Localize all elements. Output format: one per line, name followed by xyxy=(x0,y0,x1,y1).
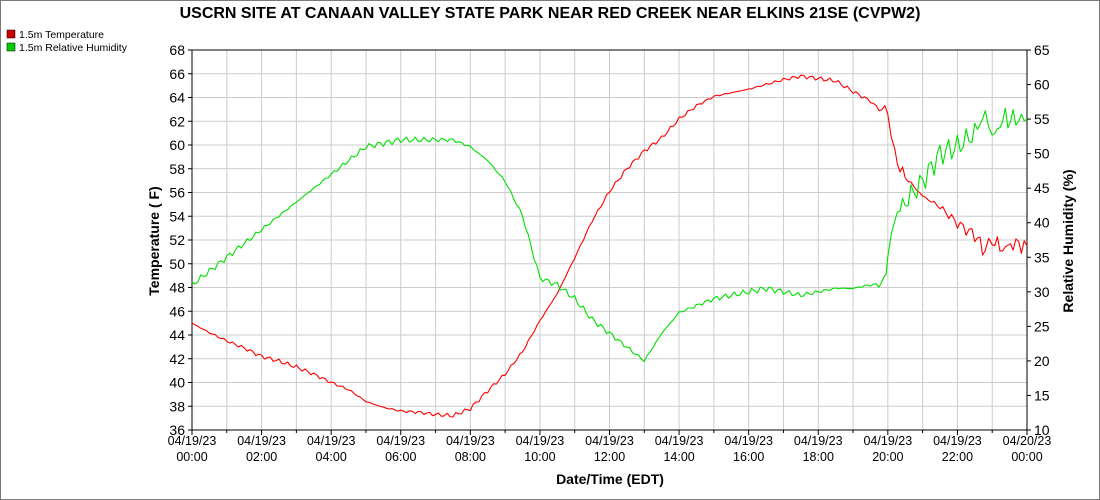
y-right-tick-label: 10 xyxy=(1034,422,1050,438)
y-left-tick-label: 48 xyxy=(169,280,185,296)
y-left-tick-label: 36 xyxy=(169,422,185,438)
y-axis-right-title: Relative Humidity (%) xyxy=(1060,169,1076,312)
y-right-tick-label: 15 xyxy=(1034,387,1050,403)
y-left-tick-label: 58 xyxy=(169,161,185,177)
x-tick-label-time: 00:00 xyxy=(1011,450,1042,464)
x-tick-label-time: 08:00 xyxy=(455,450,486,464)
y-right-tick-label: 65 xyxy=(1034,42,1050,58)
x-tick-labels: 04/19/23 00:00 04/19/23 02:00 04/19/23 04:00 0… xyxy=(168,430,1052,464)
gridlines xyxy=(192,49,1027,431)
legend-label-temperature: 1.5m Temperature xyxy=(19,29,104,41)
x-tick-label-date: 04/19/23 xyxy=(794,434,843,448)
humidity-series-line xyxy=(191,107,1028,363)
x-tick-label-date: 04/20/23 xyxy=(1003,434,1052,448)
y-left-tick-label: 62 xyxy=(169,113,185,129)
x-tick-label-date: 04/19/23 xyxy=(933,434,982,448)
x-tick-label-time: 18:00 xyxy=(803,450,834,464)
y-left-tick-label: 44 xyxy=(169,327,185,343)
legend: 1.5m Temperature 1.5m Relative Humidity xyxy=(6,29,128,54)
x-tick-label-time: 00:00 xyxy=(176,450,207,464)
y-right-tick-label: 50 xyxy=(1034,146,1050,162)
x-tick-label-time: 10:00 xyxy=(524,450,555,464)
x-tick-label-date: 04/19/23 xyxy=(863,434,912,448)
y-left-tick-label: 52 xyxy=(169,232,185,248)
y-right-tick-label: 45 xyxy=(1034,180,1050,196)
x-tick-label-date: 04/19/23 xyxy=(307,434,356,448)
x-axis-title: Date/Time (EDT) xyxy=(556,471,664,487)
y-right-tick-label: 25 xyxy=(1034,318,1050,334)
y-right-tick-label: 20 xyxy=(1034,353,1050,369)
y-right-tick-labels: 10 15 20 25 30 35 40 45 50 55 60 65 xyxy=(1027,42,1050,438)
x-tick-label-date: 04/19/23 xyxy=(724,434,773,448)
y-left-tick-label: 38 xyxy=(169,398,185,414)
legend-swatch-temperature xyxy=(6,29,16,39)
x-tick-label-time: 16:00 xyxy=(733,450,764,464)
y-left-tick-label: 40 xyxy=(169,375,185,391)
y-left-tick-label: 66 xyxy=(169,66,185,82)
temperature-series-line xyxy=(191,74,1028,418)
x-tick-label-time: 22:00 xyxy=(942,450,973,464)
y-left-tick-label: 46 xyxy=(169,303,185,319)
x-tick-label-date: 04/19/23 xyxy=(168,434,217,448)
x-tick-label-time: 04:00 xyxy=(316,450,347,464)
x-tick-label-date: 04/19/23 xyxy=(516,434,565,448)
x-tick-label-date: 04/19/23 xyxy=(585,434,634,448)
y-left-tick-labels: 36 38 40 42 44 46 48 50 52 54 56 58 60 62 64 66 68 xyxy=(169,42,192,438)
x-tick-label-time: 12:00 xyxy=(594,450,625,464)
chart-title: USCRN SITE AT CANAAN VALLEY STATE PARK N… xyxy=(180,5,921,22)
y-left-tick-label: 50 xyxy=(169,256,185,272)
x-tick-label-time: 02:00 xyxy=(246,450,277,464)
y-right-tick-label: 35 xyxy=(1034,249,1050,265)
y-left-tick-label: 60 xyxy=(169,137,185,153)
y-axis-left-title: Temperature ( F) xyxy=(146,186,162,295)
y-left-tick-label: 56 xyxy=(169,185,185,201)
x-tick-label-time: 06:00 xyxy=(385,450,416,464)
y-right-tick-label: 40 xyxy=(1034,215,1050,231)
x-tick-label-date: 04/19/23 xyxy=(376,434,425,448)
x-tick-label-date: 04/19/23 xyxy=(655,434,704,448)
x-tick-label-time: 20:00 xyxy=(872,450,903,464)
legend-swatch-humidity xyxy=(6,42,16,52)
series-lines xyxy=(191,74,1028,418)
y-left-tick-label: 64 xyxy=(169,90,185,106)
y-left-tick-label: 68 xyxy=(169,42,185,58)
legend-label-humidity: 1.5m Relative Humidity xyxy=(19,42,128,54)
y-right-tick-label: 60 xyxy=(1034,77,1050,93)
y-right-tick-label: 30 xyxy=(1034,284,1050,300)
x-tick-label-date: 04/19/23 xyxy=(237,434,286,448)
y-left-tick-label: 54 xyxy=(169,208,185,224)
y-left-tick-label: 42 xyxy=(169,351,185,367)
y-right-tick-label: 55 xyxy=(1034,111,1050,127)
x-tick-label-date: 04/19/23 xyxy=(446,434,495,448)
x-tick-label-time: 14:00 xyxy=(663,450,694,464)
